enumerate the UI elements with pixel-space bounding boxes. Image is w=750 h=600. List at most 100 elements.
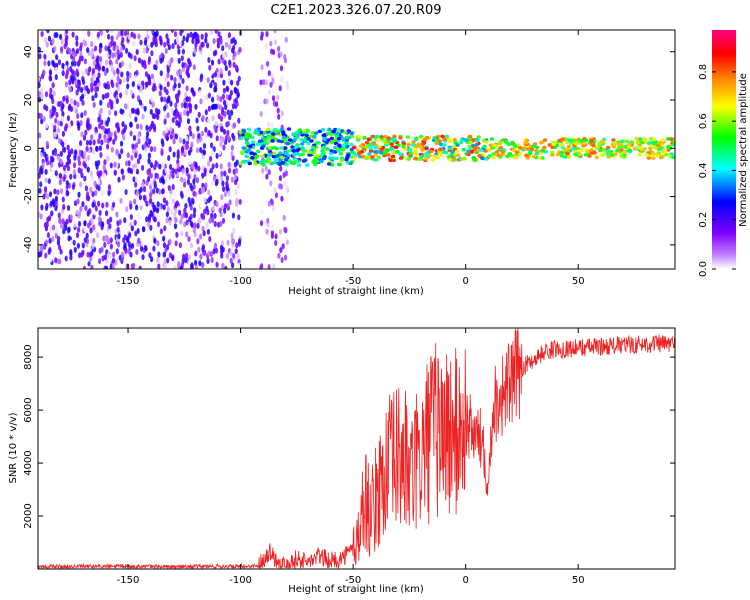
heatmap-cell	[62, 228, 66, 235]
heatmap-cell	[115, 58, 119, 65]
heatmap-cell	[106, 218, 110, 225]
heatmap-cell	[242, 160, 247, 164]
heatmap-cell	[81, 70, 85, 77]
heatmap-cell	[60, 115, 64, 122]
heatmap-cell	[42, 69, 46, 76]
heatmap-cell	[100, 246, 104, 253]
heatmap-cell	[278, 175, 282, 182]
heatmap-cell	[260, 208, 264, 215]
heatmap-cell	[213, 221, 217, 227]
heatmap-cell	[257, 139, 263, 144]
heatmap-cell	[646, 156, 651, 160]
heatmap-cell	[320, 152, 325, 156]
heatmap-cell	[275, 129, 280, 134]
heatmap-cell	[178, 137, 182, 144]
heatmap-cell	[70, 148, 74, 155]
heatmap-cell	[195, 177, 200, 184]
heatmap-cell	[79, 42, 83, 49]
heatmap-cell	[158, 163, 162, 170]
heatmap-cell	[259, 161, 264, 165]
heatmap-cell	[90, 82, 94, 89]
heatmap-cell	[163, 258, 167, 265]
heatmap-cell	[154, 64, 158, 71]
heatmap-cell	[141, 113, 145, 120]
heatmap-cell	[183, 102, 187, 109]
heatmap-cell	[331, 149, 336, 154]
heatmap-cell	[90, 134, 94, 141]
heatmap-cell	[116, 226, 120, 233]
heatmap-cell	[61, 62, 65, 69]
heatmap-cell	[594, 155, 600, 160]
heatmap-cell	[117, 176, 121, 183]
heatmap-cell	[143, 143, 147, 149]
y-tick-label: 2000	[23, 503, 34, 528]
heatmap-cell	[273, 30, 277, 34]
heatmap-cell	[106, 155, 110, 162]
heatmap-cell	[120, 148, 124, 155]
heatmap-cell	[290, 145, 295, 149]
heatmap-cell	[330, 156, 335, 160]
heatmap-cell	[204, 32, 208, 39]
heatmap-cell	[186, 110, 190, 117]
heatmap-cell	[104, 83, 108, 90]
heatmap-cell	[237, 262, 241, 269]
heatmap-cell	[65, 34, 69, 41]
heatmap-cell	[46, 232, 51, 239]
heatmap-cell	[121, 121, 125, 128]
heatmap-cell	[507, 142, 512, 147]
heatmap-cell	[262, 137, 267, 142]
heatmap-cell	[185, 143, 189, 150]
spectrogram-y-axis-label: Frequency (Hz)	[8, 112, 19, 188]
heatmap-cell	[207, 92, 211, 99]
heatmap-cell	[153, 146, 157, 153]
heatmap-cell	[184, 257, 188, 263]
heatmap-cell	[151, 101, 155, 108]
heatmap-cell	[188, 125, 192, 132]
heatmap-cell	[226, 239, 230, 246]
heatmap-cell	[109, 237, 113, 244]
heatmap-cell	[111, 73, 115, 80]
heatmap-cell	[215, 178, 219, 185]
heatmap-cell	[462, 156, 467, 161]
heatmap-cell	[410, 143, 416, 147]
heatmap-cell	[642, 147, 648, 151]
heatmap-cell	[196, 238, 200, 245]
heatmap-cell	[451, 144, 456, 149]
heatmap-cell	[172, 151, 176, 158]
heatmap-cell	[495, 150, 500, 154]
heatmap-cell	[462, 137, 467, 142]
heatmap-cell	[645, 153, 650, 157]
heatmap-cell	[73, 99, 77, 106]
heatmap-cell	[186, 118, 191, 125]
heatmap-cell	[156, 221, 161, 228]
heatmap-cell	[370, 155, 375, 159]
heatmap-cell	[83, 175, 87, 182]
heatmap-cell	[89, 227, 93, 234]
heatmap-cell	[160, 52, 164, 59]
heatmap-cell	[208, 64, 212, 71]
heatmap-cell	[132, 176, 136, 183]
heatmap-cell	[148, 138, 152, 145]
heatmap-cell	[81, 201, 85, 208]
heatmap-cell	[565, 148, 570, 152]
heatmap-cell	[61, 70, 65, 77]
heatmap-cell	[98, 47, 102, 54]
heatmap-cell	[158, 188, 162, 195]
heatmap-cell	[196, 125, 200, 132]
heatmap-cell	[167, 171, 171, 178]
heatmap-cell	[38, 211, 41, 218]
heatmap-cell	[331, 129, 336, 134]
heatmap-cell	[284, 36, 288, 43]
heatmap-cell	[125, 160, 129, 167]
heatmap-cell	[139, 186, 143, 193]
heatmap-cell	[80, 131, 84, 138]
heatmap-cell	[235, 242, 239, 249]
heatmap-cell	[218, 104, 222, 111]
heatmap-cell	[192, 227, 196, 234]
heatmap-cell	[85, 257, 89, 263]
heatmap-cell	[376, 155, 381, 160]
heatmap-cell	[528, 151, 533, 156]
heatmap-cell	[85, 139, 90, 146]
heatmap-cell	[262, 141, 267, 145]
heatmap-cell	[583, 138, 589, 142]
